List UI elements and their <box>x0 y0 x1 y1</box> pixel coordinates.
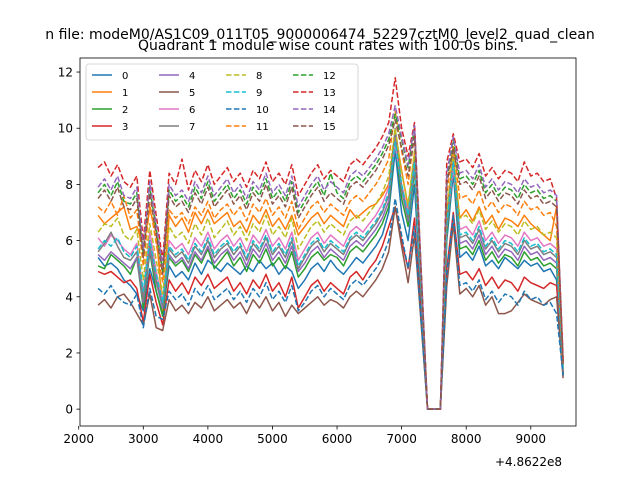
y-tick-label: 6 <box>65 234 73 248</box>
axes-layer: 2000 3000 4000 5000 6000 7000 8000 900002468101… <box>58 57 577 446</box>
legend-label-14: 14 <box>323 105 336 116</box>
x-tick-label: 5000 <box>257 432 288 446</box>
series-line-2 <box>97 138 564 410</box>
series-line-5 <box>97 206 564 410</box>
x-tick-label: 8000 <box>451 432 482 446</box>
legend-box <box>85 63 359 141</box>
legend-label-5: 5 <box>189 88 195 99</box>
x-offset-label: +4.8622e8 <box>495 455 562 469</box>
plot-frame <box>79 57 577 427</box>
y-tick-label: 4 <box>65 290 73 304</box>
series-line-13 <box>97 76 564 410</box>
series-line-14 <box>97 105 564 410</box>
legend-label-13: 13 <box>323 88 336 99</box>
series-line-6 <box>97 144 564 410</box>
series-line-4 <box>97 133 564 410</box>
x-tick-label: 4000 <box>193 432 224 446</box>
x-tick-label: 9000 <box>516 432 547 446</box>
x-tick-label: 3000 <box>128 432 159 446</box>
x-tick-label: 6000 <box>322 432 353 446</box>
series-line-1 <box>97 130 564 410</box>
legend-label-15: 15 <box>323 122 336 133</box>
legend-label-11: 11 <box>256 122 269 133</box>
legend-label-3: 3 <box>122 122 128 133</box>
legend-label-1: 1 <box>122 88 128 99</box>
x-tick-label: 7000 <box>386 432 417 446</box>
series-line-8 <box>97 127 564 410</box>
y-tick-label: 0 <box>65 403 73 417</box>
chart-subtitle: Quadrant 1 module wise count rates with … <box>138 38 518 54</box>
series-layer <box>97 76 564 410</box>
legend-label-6: 6 <box>189 105 195 116</box>
series-line-10 <box>97 197 564 410</box>
y-tick-label: 2 <box>65 346 73 360</box>
chart-title: n file: modeM0/AS1C09_011T05_9000006474_… <box>45 27 594 43</box>
y-tick-label: 10 <box>58 122 73 136</box>
legend-label-8: 8 <box>256 71 262 82</box>
y-tick-label: 8 <box>65 178 73 192</box>
x-tick-label: 2000 <box>63 432 94 446</box>
series-line-7 <box>97 127 564 410</box>
series-line-3 <box>97 206 564 410</box>
series-line-9 <box>97 141 564 410</box>
legend-label-4: 4 <box>189 71 195 82</box>
series-line-11 <box>97 110 564 410</box>
legend-label-12: 12 <box>323 71 336 82</box>
series-line-15 <box>97 119 564 410</box>
legend-label-0: 0 <box>122 71 128 82</box>
y-tick-label: 12 <box>58 66 73 80</box>
legend-label-2: 2 <box>122 105 128 116</box>
series-line-0 <box>97 149 564 410</box>
legend-label-10: 10 <box>256 105 269 116</box>
legend-label-9: 9 <box>256 88 262 99</box>
legend-label-7: 7 <box>189 122 195 133</box>
series-line-12 <box>97 113 564 410</box>
